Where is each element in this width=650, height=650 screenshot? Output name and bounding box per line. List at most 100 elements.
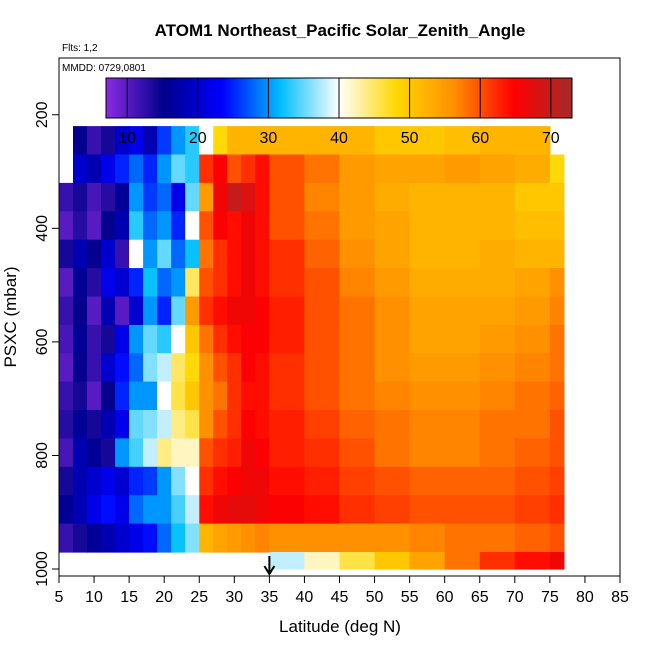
heatmap-cell bbox=[143, 410, 158, 439]
heatmap-cell bbox=[479, 353, 516, 383]
heatmap-cell bbox=[444, 495, 481, 525]
heatmap-cell bbox=[73, 239, 88, 269]
heatmap-cell bbox=[157, 495, 172, 525]
heatmap-cell bbox=[339, 239, 376, 269]
heatmap-cell bbox=[213, 523, 228, 553]
heatmap-cell bbox=[241, 410, 256, 439]
x-tick-label: 50 bbox=[366, 589, 384, 606]
heatmap-cell bbox=[101, 296, 116, 326]
heatmap-cell bbox=[409, 523, 446, 553]
heatmap-cell bbox=[514, 126, 551, 156]
heatmap-cell bbox=[59, 410, 74, 439]
heatmap-cell bbox=[129, 182, 144, 212]
heatmap-cell bbox=[143, 353, 158, 383]
heatmap-cell bbox=[129, 154, 144, 184]
heatmap-cell bbox=[549, 410, 565, 439]
heatmap-cell bbox=[374, 552, 411, 570]
heatmap-cell bbox=[255, 353, 270, 383]
heatmap-cell bbox=[549, 239, 565, 269]
heatmap-cell bbox=[101, 353, 116, 383]
heatmap-cell bbox=[143, 381, 158, 411]
heatmap-cell bbox=[409, 438, 446, 468]
heatmap-cell bbox=[514, 353, 551, 383]
heatmap-cell bbox=[444, 523, 481, 553]
heatmap-cell bbox=[304, 523, 341, 553]
heatmap-cell bbox=[199, 211, 214, 241]
heatmap-cell bbox=[185, 438, 200, 468]
heatmap-cell bbox=[479, 296, 516, 326]
x-tick-label: 10 bbox=[85, 589, 103, 606]
heatmap-cell bbox=[143, 182, 158, 212]
heatmap-cell bbox=[339, 324, 376, 354]
heatmap-cell bbox=[339, 410, 376, 439]
heatmap-cell bbox=[143, 296, 158, 326]
heatmap-cell bbox=[227, 523, 242, 553]
heatmap-cell bbox=[213, 353, 228, 383]
heatmap-cell bbox=[339, 182, 376, 212]
heatmap-cell bbox=[213, 268, 228, 298]
heatmap-cell bbox=[101, 239, 116, 269]
heatmap-cell bbox=[101, 211, 116, 241]
heatmap-cell bbox=[444, 381, 481, 411]
x-tick-label: 40 bbox=[296, 589, 314, 606]
heatmap-cell bbox=[87, 126, 102, 156]
heatmap-cell bbox=[241, 438, 256, 468]
heatmap-cell bbox=[374, 495, 411, 525]
heatmap-cell bbox=[514, 268, 551, 298]
heatmap-cell bbox=[514, 211, 551, 241]
heatmap-cell bbox=[199, 126, 214, 156]
heatmap-cell bbox=[73, 438, 88, 468]
heatmap-cell bbox=[241, 381, 256, 411]
heatmap-cell bbox=[115, 438, 130, 468]
heatmap-cell bbox=[59, 466, 74, 496]
heatmap-cell bbox=[129, 296, 144, 326]
heatmap-cell bbox=[514, 523, 551, 553]
heatmap-cell bbox=[409, 381, 446, 411]
heatmap-cell bbox=[59, 495, 74, 525]
heatmap-cell bbox=[304, 438, 341, 468]
heatmap-cell bbox=[185, 410, 200, 439]
heatmap-cell bbox=[87, 268, 102, 298]
heatmap-cell bbox=[101, 154, 116, 184]
y-tick-label: 1000 bbox=[34, 551, 51, 587]
heatmap-cell bbox=[227, 239, 242, 269]
heatmap-cell bbox=[514, 239, 551, 269]
heatmap-cell bbox=[444, 466, 481, 496]
heatmap-cell bbox=[339, 126, 376, 156]
x-tick-label: 65 bbox=[471, 589, 489, 606]
heatmap-cell bbox=[304, 381, 341, 411]
x-tick-label: 45 bbox=[331, 589, 349, 606]
heatmap-cell bbox=[73, 381, 88, 411]
heatmap-cell bbox=[185, 126, 200, 156]
heatmap-cell bbox=[171, 466, 186, 496]
x-axis-label: Latitude (deg N) bbox=[279, 617, 401, 636]
heatmap-cell bbox=[304, 239, 341, 269]
heatmap-cell bbox=[227, 296, 242, 326]
heatmap-cell bbox=[87, 466, 102, 496]
heatmap-cell bbox=[227, 268, 242, 298]
heatmap-cell bbox=[101, 523, 116, 553]
heatmap-cell bbox=[514, 410, 551, 439]
heatmap-cell bbox=[549, 523, 565, 553]
heatmap-cell bbox=[339, 154, 376, 184]
heatmap-cell bbox=[157, 438, 172, 468]
heatmap-cell bbox=[213, 466, 228, 496]
heatmap-cell bbox=[171, 296, 186, 326]
heatmap-cell bbox=[269, 296, 306, 326]
x-tick-label: 20 bbox=[155, 589, 173, 606]
heatmap-cell bbox=[479, 381, 516, 411]
heatmap-cell bbox=[115, 211, 130, 241]
heatmap-cell bbox=[409, 552, 446, 570]
heatmap-cell bbox=[409, 495, 446, 525]
heatmap-cell bbox=[199, 353, 214, 383]
heatmap-cell bbox=[374, 211, 411, 241]
heatmap-cell bbox=[129, 324, 144, 354]
heatmap-cell bbox=[339, 438, 376, 468]
heatmap-cell bbox=[409, 410, 446, 439]
heatmap-cell bbox=[227, 438, 242, 468]
heatmap-cell bbox=[143, 495, 158, 525]
x-tick-label: 85 bbox=[611, 589, 629, 606]
heatmap-cell bbox=[101, 324, 116, 354]
heatmap-cell bbox=[479, 523, 516, 553]
heatmap-cell bbox=[143, 268, 158, 298]
